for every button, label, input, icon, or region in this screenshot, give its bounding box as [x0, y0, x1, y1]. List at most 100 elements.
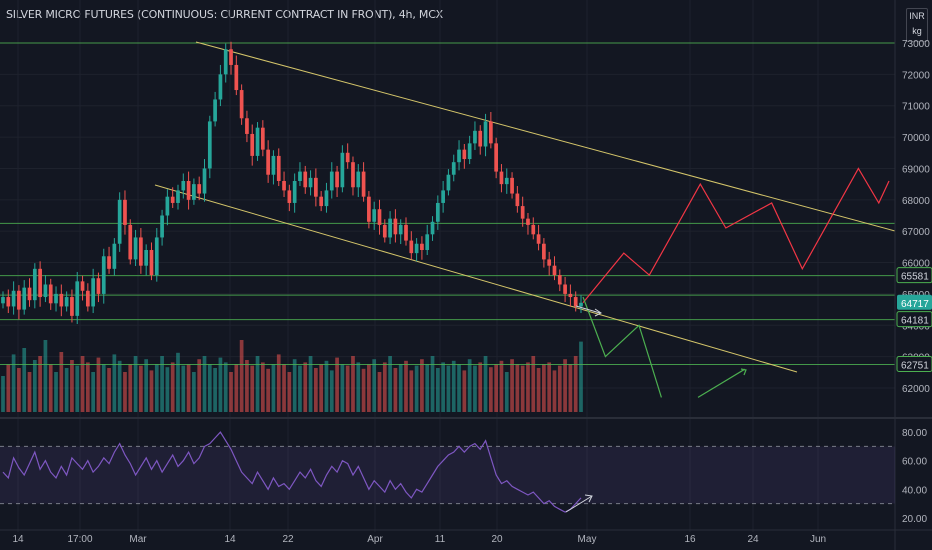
candle-body [133, 237, 138, 260]
volume-bar [388, 356, 392, 412]
projection-path-green-up [697, 368, 746, 398]
candle-body [467, 143, 472, 160]
candle-body [446, 174, 451, 191]
price-axis-label: 62000 [902, 384, 930, 395]
candle-body [303, 171, 308, 188]
candle-body [38, 268, 42, 298]
volume-bar [144, 359, 149, 412]
volume-bar [234, 364, 239, 412]
candle-body [80, 281, 85, 291]
candle-body [420, 243, 424, 250]
volume-bar [314, 368, 318, 412]
candle-body [579, 302, 583, 307]
volume-bar [282, 364, 286, 412]
volume-bar [117, 360, 122, 412]
candle-body [17, 290, 21, 310]
volume-bar [446, 365, 451, 412]
candle-body [213, 99, 217, 122]
volume-bar [515, 364, 520, 412]
candle-body [361, 171, 366, 197]
rsi-band [0, 446, 895, 504]
volume-bar [112, 354, 117, 412]
candle-body [255, 127, 260, 156]
candle-body [139, 237, 143, 266]
candle-body [345, 152, 350, 163]
volume-bar [393, 368, 398, 412]
candle-body [435, 202, 440, 222]
candle-body [494, 143, 499, 172]
volume-bar [489, 367, 493, 412]
volume-bar [473, 365, 477, 412]
time-axis-label: 11 [435, 534, 446, 545]
candle-body [377, 209, 382, 225]
candle-body [404, 224, 408, 241]
volume-bar [192, 372, 196, 412]
candle-body [388, 218, 392, 238]
candle-body [526, 218, 530, 225]
volume-bar [1, 376, 5, 412]
volume-bar [250, 365, 255, 412]
price-tag-label: 62751 [901, 360, 929, 371]
volume-bar [494, 364, 499, 412]
candle-body [181, 181, 186, 191]
volume-bar [165, 367, 170, 412]
volume-bar [526, 362, 530, 412]
volume-bar [186, 364, 191, 412]
candle-body [107, 256, 111, 269]
volume-bar [536, 368, 541, 412]
volume-bar [298, 365, 302, 412]
time-axis-label: 22 [282, 534, 294, 545]
volume-bar [557, 365, 562, 412]
candle-body [563, 284, 567, 294]
candle-body [520, 206, 525, 219]
rsi-line [2, 431, 582, 513]
volume-bar [531, 356, 536, 412]
candle-body [202, 168, 207, 194]
volume-bar [425, 364, 430, 412]
volume-bar [38, 356, 42, 412]
volume-bar [361, 368, 366, 412]
volume-bar [128, 364, 133, 412]
volume-bar [154, 364, 159, 412]
candle-body [504, 177, 509, 185]
volume-bar [133, 356, 138, 412]
candle-body [356, 171, 361, 188]
currency-unit-box[interactable]: INR kg [906, 8, 928, 42]
candle-body [536, 234, 541, 244]
candle-body [478, 130, 483, 147]
candle-body [165, 196, 170, 216]
volume-bar [6, 364, 11, 412]
price-tag-label: 64717 [901, 299, 929, 310]
candle-body [573, 297, 578, 307]
candle-body [85, 290, 90, 307]
volume-bar [197, 359, 202, 412]
volume-bar [319, 364, 324, 412]
candle-body [101, 256, 106, 294]
volume-bar [255, 356, 260, 412]
candle-body [473, 130, 477, 144]
candle-body [499, 171, 504, 185]
chart-title: SILVER MICRO FUTURES (CONTINUOUS: CURREN… [6, 8, 444, 21]
volume-bar [356, 362, 361, 412]
volume-bar [85, 362, 90, 412]
candle-body [144, 250, 149, 266]
volume-bar [207, 364, 212, 412]
candle-body [398, 224, 403, 235]
candle-body [367, 196, 371, 222]
volume-bar [430, 356, 435, 412]
projection-path-red [582, 167, 890, 304]
candle-body [287, 190, 292, 203]
volume-bar [520, 365, 525, 412]
candle-body [197, 184, 202, 194]
candle-body [372, 209, 377, 222]
volume-bar [107, 368, 111, 412]
candle-body [329, 171, 334, 191]
volume-bar [451, 360, 456, 412]
candle-body [314, 177, 318, 197]
candle-body [112, 243, 117, 269]
candle-body [276, 155, 281, 181]
price-pointer-arrow [575, 305, 601, 314]
rsi-axis-label: 60.00 [902, 457, 927, 468]
candle-body [96, 278, 101, 294]
